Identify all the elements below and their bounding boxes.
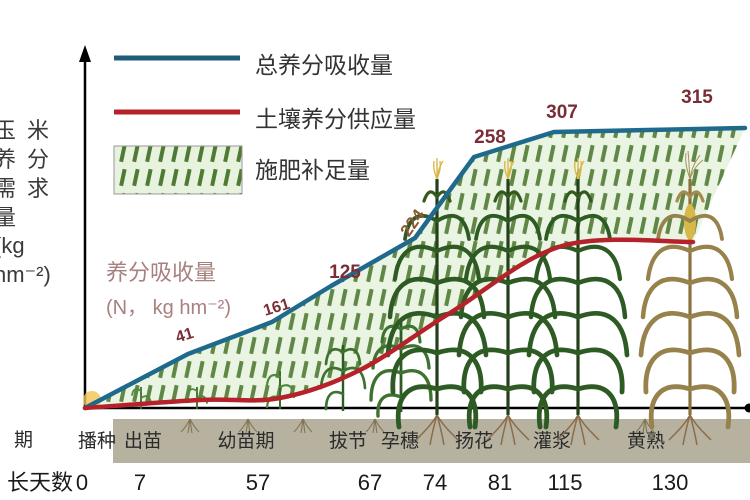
svg-text:57: 57 [246, 470, 270, 495]
svg-text:7: 7 [134, 470, 146, 495]
svg-text:土壤养分供应量: 土壤养分供应量 [255, 106, 416, 132]
svg-text:130: 130 [652, 470, 689, 495]
svg-text:黄熟: 黄熟 [627, 430, 665, 452]
svg-text:81: 81 [488, 470, 512, 495]
svg-text:hm⁻²): hm⁻²) [0, 262, 51, 287]
svg-text:258: 258 [474, 127, 506, 148]
svg-text:315: 315 [681, 87, 713, 108]
svg-text:125: 125 [329, 262, 361, 283]
svg-text:施肥补足量: 施肥补足量 [255, 157, 370, 183]
svg-text:74: 74 [423, 470, 447, 495]
svg-text:67: 67 [358, 470, 382, 495]
svg-text:玉: 玉 [0, 118, 16, 143]
svg-text:分: 分 [27, 147, 49, 172]
svg-text:总养分吸收量: 总养分吸收量 [255, 52, 393, 78]
svg-text:拔节: 拔节 [329, 430, 367, 452]
svg-text:长天数: 长天数 [7, 470, 73, 495]
svg-text:播种: 播种 [78, 430, 116, 452]
svg-text:孕穗: 孕穗 [381, 430, 419, 452]
svg-text:0: 0 [76, 470, 88, 495]
svg-text:115: 115 [547, 470, 582, 495]
svg-text:米: 米 [27, 118, 49, 143]
svg-text:307: 307 [546, 102, 578, 123]
svg-text:求: 求 [27, 176, 49, 201]
svg-text:养分吸收量: 养分吸收量 [106, 260, 216, 285]
svg-text:灌浆: 灌浆 [533, 430, 571, 452]
svg-text:量: 量 [0, 205, 16, 230]
svg-text:(N， kg hm⁻²): (N， kg hm⁻²) [106, 297, 231, 319]
svg-text:养: 养 [0, 147, 16, 172]
svg-text:(kg: (kg [0, 233, 25, 258]
svg-text:出苗: 出苗 [124, 430, 162, 452]
svg-text:扬花: 扬花 [455, 430, 493, 452]
svg-text:需: 需 [0, 176, 16, 201]
svg-text:期: 期 [14, 429, 33, 451]
svg-text:幼苗期: 幼苗期 [217, 430, 274, 452]
